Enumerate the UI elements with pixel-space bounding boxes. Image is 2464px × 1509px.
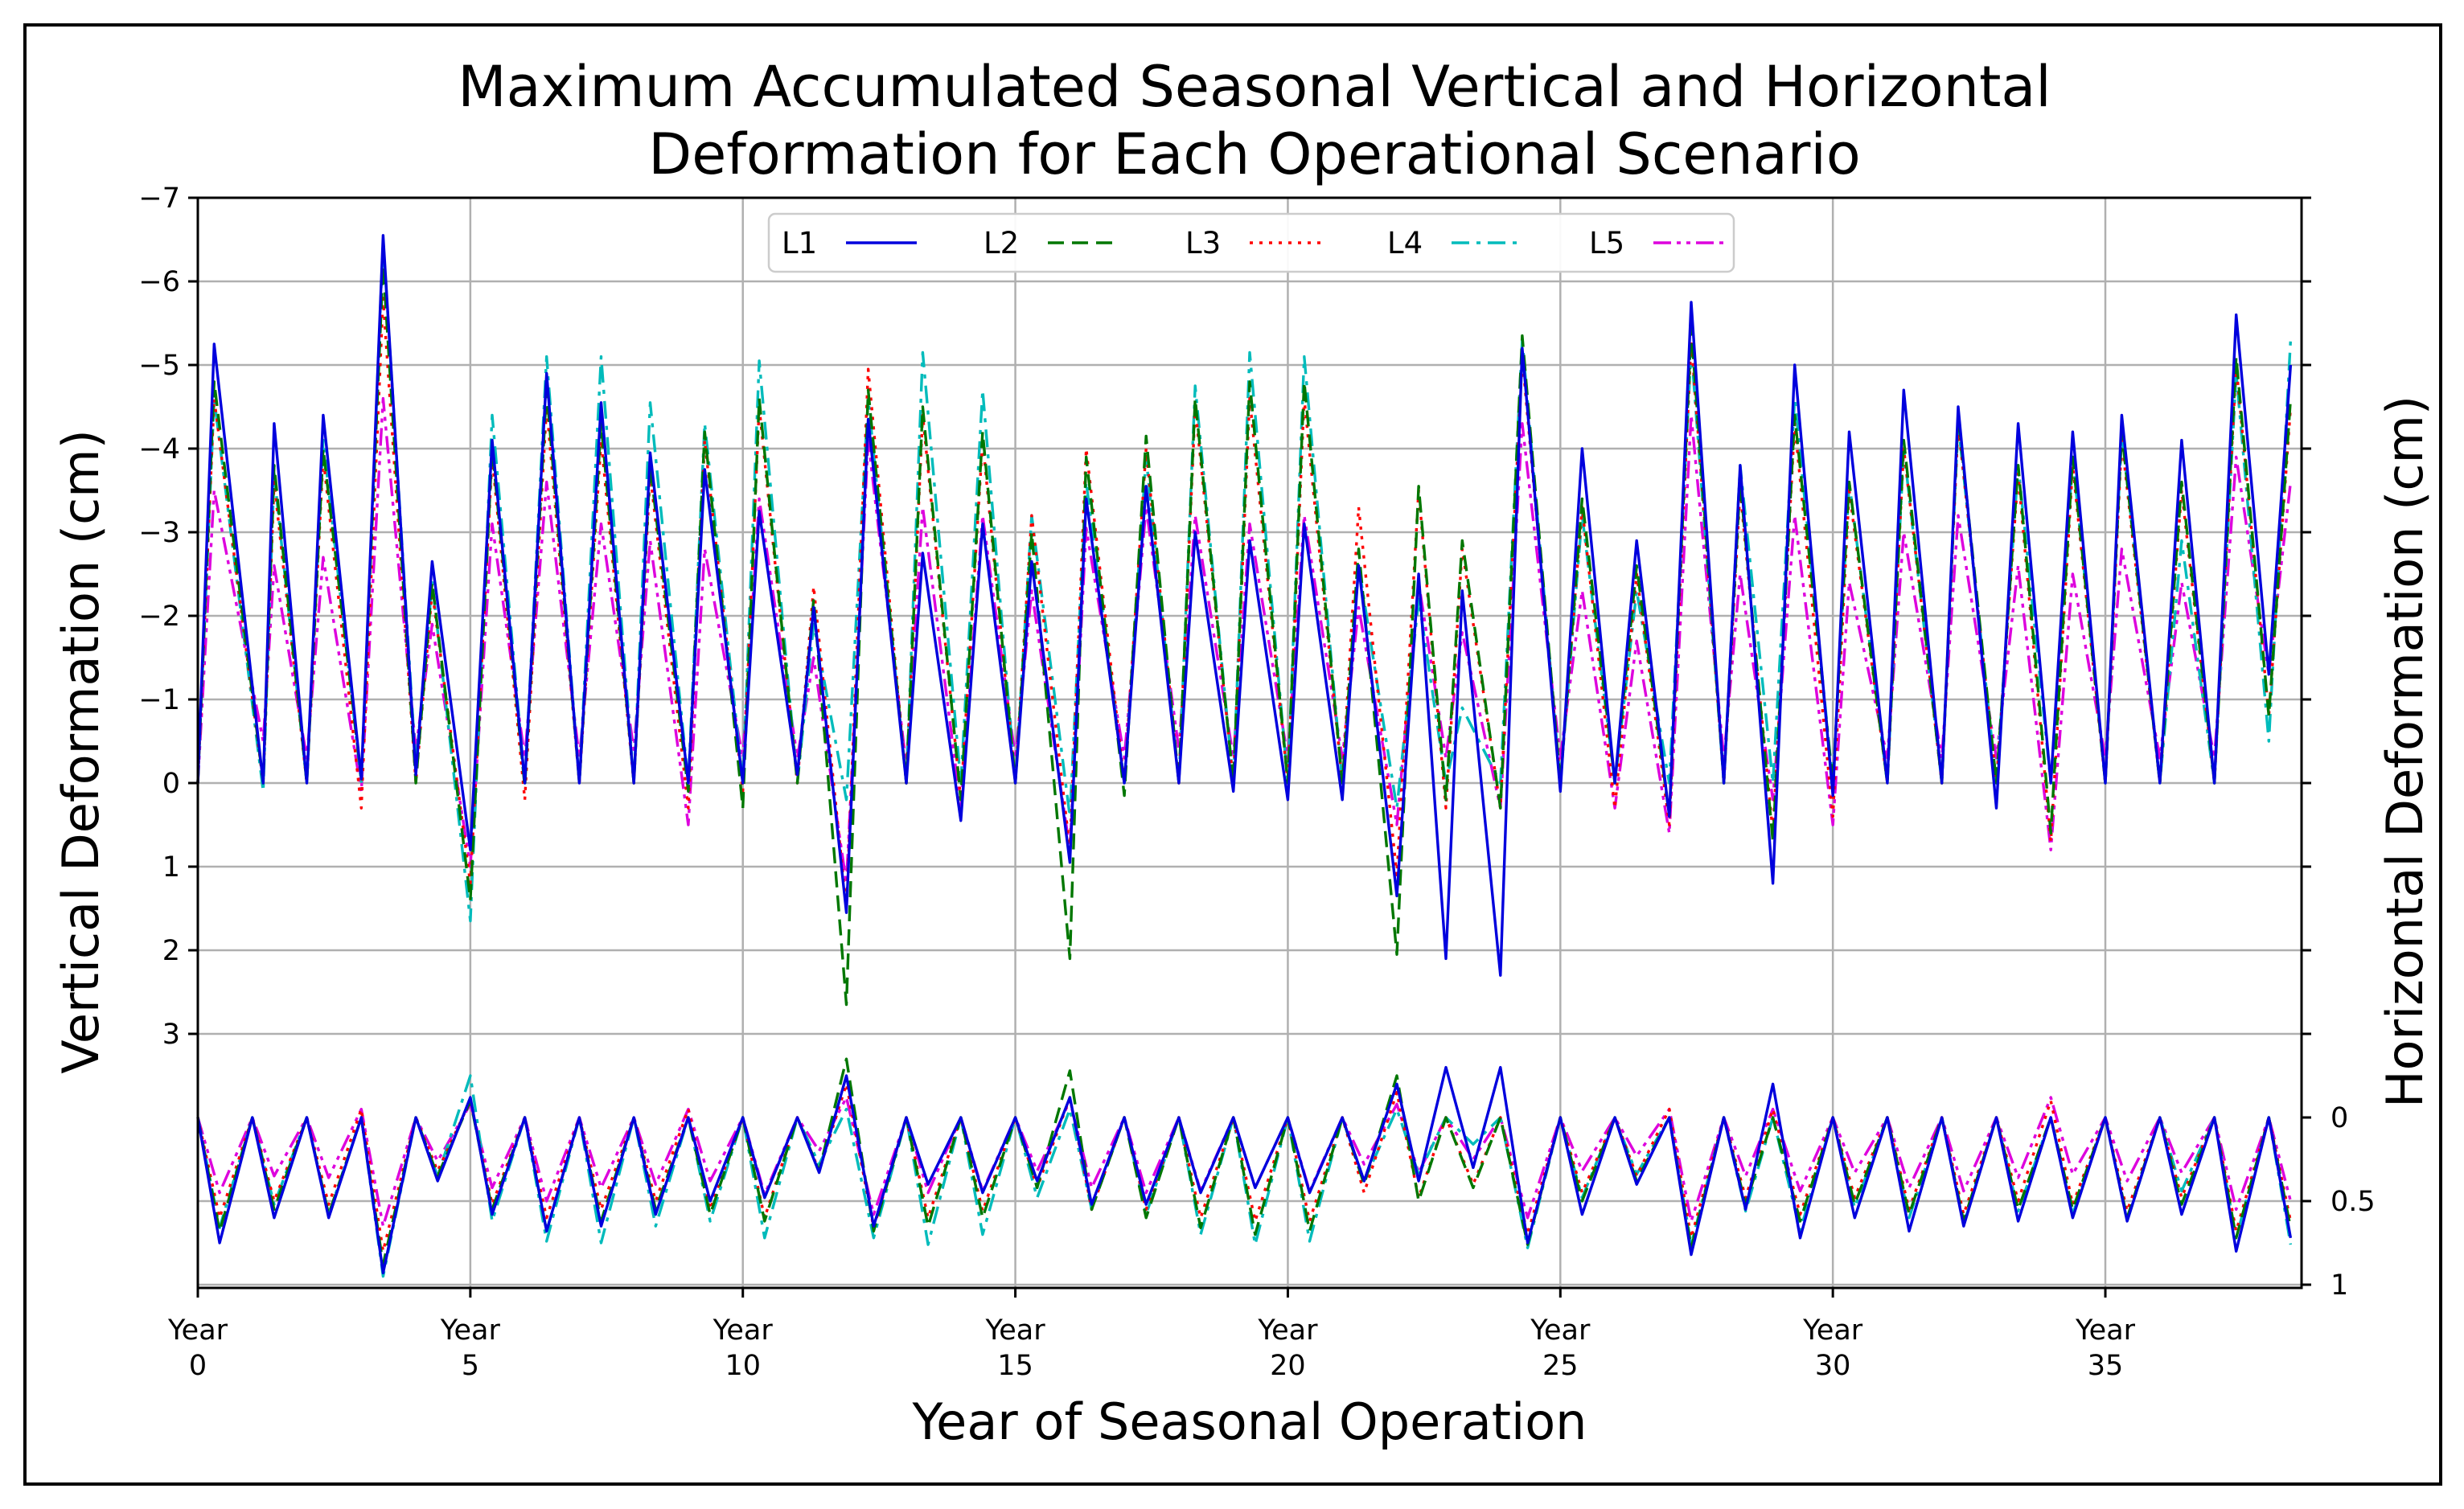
y-left-tick-label: −6 — [138, 266, 180, 298]
y-left-tick-label: −2 — [138, 601, 180, 633]
y-right-tick-label: 1 — [2331, 1269, 2348, 1302]
y-left-tick-label: −3 — [138, 517, 180, 549]
x-tick-label: Year 15 — [985, 1314, 1046, 1382]
legend-label-l2: L2 — [984, 226, 1019, 260]
legend-label-l5: L5 — [1589, 226, 1624, 260]
legend-label-l3: L3 — [1185, 226, 1221, 260]
series-layer — [196, 234, 2293, 1278]
y-left-tick-label: 1 — [162, 851, 180, 884]
plot-area-frame — [196, 196, 2303, 1290]
y-axis-label-left: Vertical Deformation (cm) — [51, 429, 110, 1074]
y-left-tick-label: 3 — [162, 1019, 180, 1051]
legend-label-l1: L1 — [782, 226, 817, 260]
chart-title-line-1: Maximum Accumulated Seasonal Vertical an… — [458, 54, 2051, 120]
y-right-tick-label: 0.5 — [2331, 1186, 2376, 1218]
y-left-tick-label: 0 — [162, 768, 180, 800]
x-tick-label: Year 0 — [167, 1314, 228, 1382]
y-axis-label-right: Horizontal Deformation (cm) — [2376, 396, 2434, 1108]
y-left-tick-label: −1 — [138, 684, 180, 716]
horizontal-series-l1 — [196, 1065, 2293, 1275]
y-left-tick-label: −4 — [138, 433, 180, 465]
legend-label-l4: L4 — [1387, 226, 1423, 260]
y-left-tick-label: −7 — [138, 182, 180, 215]
chart-title-line-2: Deformation for Each Operational Scenari… — [648, 121, 1860, 187]
x-tick-label: Year 5 — [440, 1314, 501, 1382]
x-tick-label: Year 35 — [2075, 1314, 2136, 1382]
x-tick-label: Year 20 — [1257, 1314, 1318, 1382]
x-tick-label: Year 25 — [1530, 1314, 1591, 1382]
vertical-series-l1 — [196, 234, 2293, 977]
y-left-tick-label: −5 — [138, 350, 180, 382]
y-right-tick-label: 0 — [2331, 1102, 2348, 1134]
x-tick-label: Year 30 — [1802, 1314, 1863, 1382]
x-tick-label: Year 10 — [713, 1314, 774, 1382]
legend: L1 L2 L3 L4 L5 — [767, 212, 1735, 273]
axis-ticks: −7 −6 −5 −4 −3 −2 −1 0 1 2 3 0 0.5 1 Year 0 Year 5 Year 10 Y… — [138, 182, 2375, 1382]
y-left-tick-label: 2 — [162, 935, 180, 967]
x-axis-label: Year of Seasonal Operation — [912, 1392, 1587, 1451]
